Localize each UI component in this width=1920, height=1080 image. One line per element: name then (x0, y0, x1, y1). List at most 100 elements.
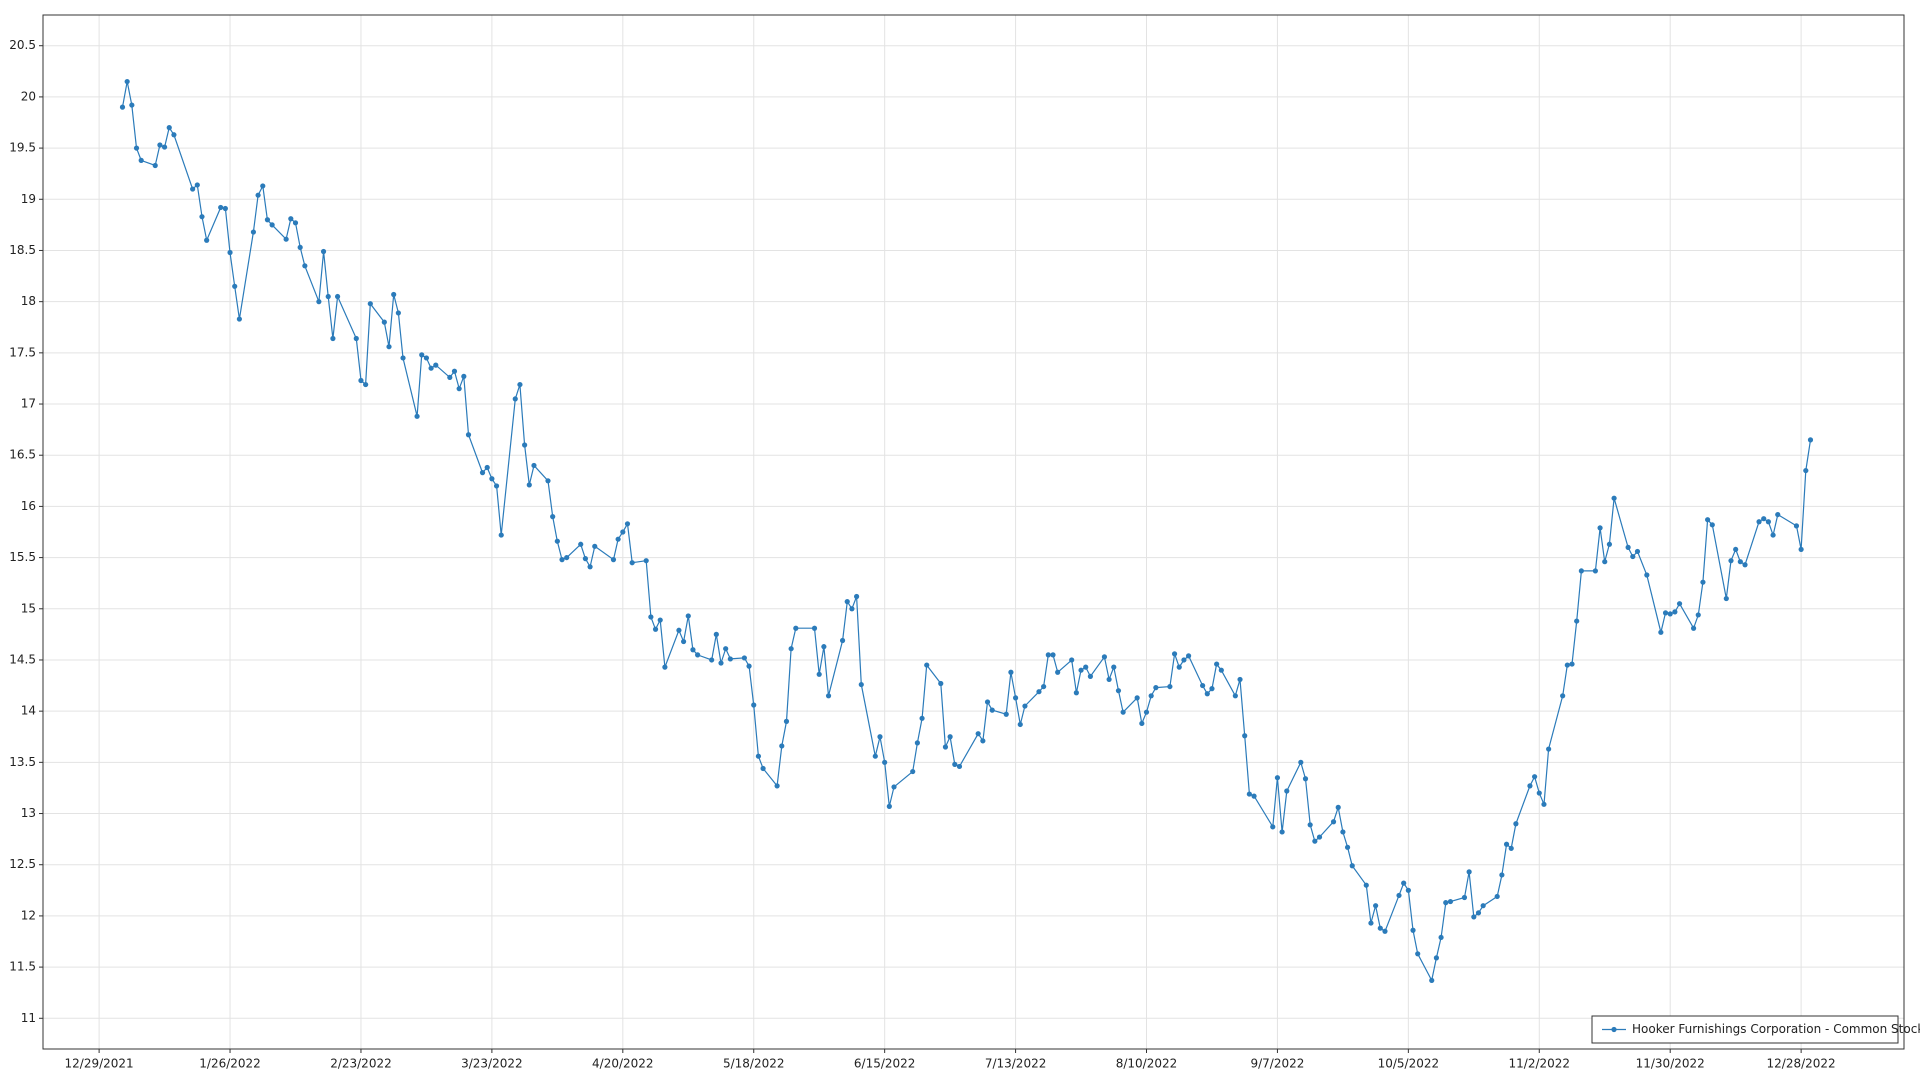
point (129, 102, 135, 108)
x-tick-label: 2/23/2022 (330, 1057, 392, 1071)
y-tick-label: 15 (21, 601, 36, 615)
point (1630, 553, 1636, 560)
point (610, 557, 617, 563)
point (657, 617, 663, 623)
x-tick-label: 11/30/2022 (1636, 1057, 1705, 1071)
point (1363, 882, 1369, 888)
point (587, 564, 593, 570)
point (952, 761, 958, 767)
point (133, 145, 140, 151)
point (1723, 595, 1729, 602)
x-tick-label: 6/15/2022 (854, 1057, 916, 1071)
y-tick-label: 11 (21, 1011, 36, 1025)
point (1083, 664, 1089, 670)
point (1461, 894, 1468, 901)
point (517, 381, 523, 388)
point (662, 664, 668, 670)
point (498, 532, 504, 538)
point (1368, 920, 1374, 926)
point (774, 783, 780, 789)
point (1429, 977, 1435, 984)
point (680, 638, 687, 645)
y-tick-label: 11.5 (9, 960, 36, 974)
point (255, 192, 261, 198)
x-tick-label: 10/5/2022 (1378, 1057, 1440, 1071)
point (493, 483, 500, 489)
x-tick-label: 11/2/2022 (1509, 1057, 1571, 1071)
point (1167, 683, 1173, 690)
point (166, 125, 172, 131)
point (1008, 669, 1014, 675)
point (1312, 838, 1318, 844)
point (269, 222, 275, 228)
y-tick-label: 13.5 (9, 755, 36, 769)
point (414, 413, 420, 419)
point (1274, 775, 1281, 781)
point (292, 220, 299, 226)
point (194, 182, 200, 188)
point (1134, 695, 1140, 701)
point (839, 637, 846, 644)
point (1405, 887, 1411, 893)
point (844, 599, 850, 605)
point (456, 386, 462, 392)
point (320, 248, 327, 255)
point (1560, 693, 1566, 699)
point (1574, 618, 1580, 624)
point (1242, 733, 1248, 739)
point (1012, 695, 1019, 701)
point (816, 671, 822, 677)
point (1770, 532, 1776, 538)
point (821, 644, 827, 650)
point (1251, 793, 1257, 799)
point (1508, 845, 1514, 851)
point (1503, 841, 1510, 847)
point (980, 738, 986, 744)
point (1611, 495, 1617, 501)
point (793, 625, 799, 631)
point (199, 214, 205, 220)
point (947, 734, 953, 740)
point (522, 442, 528, 448)
y-tick-label: 12 (21, 908, 36, 922)
point (250, 229, 257, 235)
point (1232, 693, 1238, 699)
point (138, 157, 144, 163)
x-tick-label: 12/28/2022 (1767, 1057, 1836, 1071)
point (1625, 544, 1631, 550)
point (1120, 709, 1126, 715)
point (1111, 664, 1117, 670)
point (1415, 951, 1421, 957)
x-tick-label: 1/26/2022 (199, 1057, 261, 1071)
point (1438, 934, 1444, 941)
point (465, 432, 472, 438)
point (1396, 892, 1402, 899)
point (1302, 776, 1309, 782)
point (872, 753, 878, 759)
point (620, 529, 626, 535)
point (811, 625, 818, 631)
point (746, 663, 752, 669)
point (825, 693, 832, 699)
point (119, 104, 126, 110)
point (1270, 824, 1276, 830)
point (1807, 437, 1814, 443)
point (1475, 910, 1482, 916)
point (222, 205, 228, 212)
x-tick-label: 8/10/2022 (1116, 1057, 1178, 1071)
point (157, 142, 163, 148)
point (1733, 546, 1739, 553)
legend-marker (1611, 1026, 1617, 1033)
y-tick-label: 18.5 (9, 243, 36, 257)
point (938, 680, 944, 687)
point (1349, 863, 1355, 869)
point (624, 521, 631, 527)
point (741, 655, 747, 661)
point (1634, 548, 1641, 555)
point (1775, 511, 1781, 518)
point (891, 784, 897, 790)
y-tick-label: 18 (21, 294, 36, 308)
point (1153, 685, 1159, 691)
point (1709, 522, 1715, 528)
